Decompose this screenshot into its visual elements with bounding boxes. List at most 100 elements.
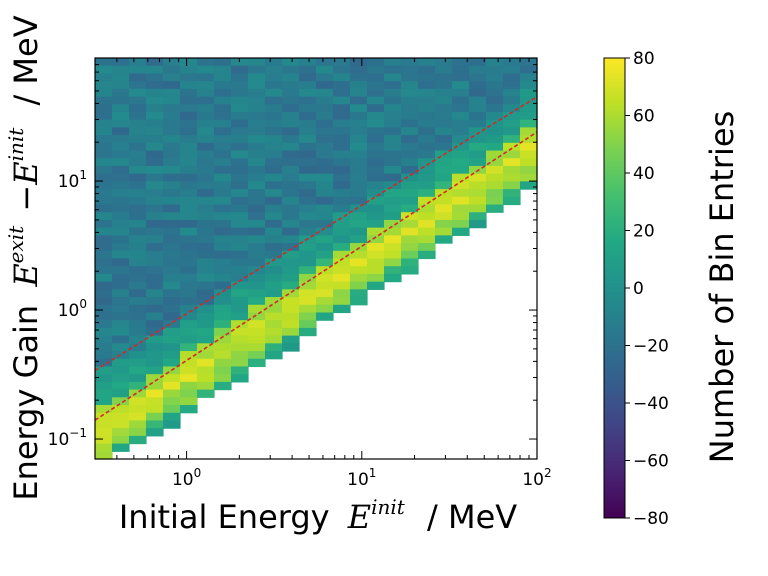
heatmap-cell xyxy=(248,304,266,314)
heatmap-cell xyxy=(367,158,385,167)
heatmap-cell xyxy=(129,351,147,360)
heatmap-cell xyxy=(95,451,113,460)
heatmap-cell xyxy=(214,312,232,321)
heatmap-cell xyxy=(180,212,198,221)
heatmap-cell xyxy=(112,281,130,290)
heatmap-cell xyxy=(180,127,198,136)
heatmap-cell xyxy=(486,73,504,82)
heatmap-cell xyxy=(401,81,419,90)
heatmap-cell xyxy=(95,58,113,67)
heatmap-cell xyxy=(316,289,334,298)
heatmap-cell xyxy=(384,273,402,283)
heatmap-cell xyxy=(214,189,232,198)
heatmap-cell xyxy=(180,58,198,67)
heatmap-cell xyxy=(231,150,249,159)
heatmap-cell xyxy=(282,73,300,82)
heatmap-cell xyxy=(265,111,283,121)
heatmap-cell xyxy=(146,58,164,67)
heatmap-cell xyxy=(214,358,232,368)
heatmap-cell xyxy=(197,235,215,244)
heatmap-cell xyxy=(129,243,147,252)
heatmap-cell xyxy=(129,428,147,437)
heatmap-cell xyxy=(248,58,266,67)
heatmap-cell xyxy=(95,111,113,121)
heatmap-cell xyxy=(163,273,181,283)
heatmap-cell xyxy=(214,219,232,229)
heatmap-cell xyxy=(248,73,266,82)
heatmap-cell xyxy=(486,111,504,121)
heatmap-cell xyxy=(384,235,402,244)
heatmap-cell xyxy=(401,243,419,252)
heatmap-cell xyxy=(95,189,113,198)
heatmap-cell xyxy=(163,381,181,391)
heatmap-cell xyxy=(180,173,198,182)
y-axis-title-superscript2: init xyxy=(4,127,28,162)
x-axis-title-unit: / MeV xyxy=(427,498,517,536)
heatmap-cell xyxy=(299,150,317,159)
heatmap-cell xyxy=(333,158,351,167)
heatmap-cell xyxy=(350,281,368,290)
colorbar-tick-label: 60 xyxy=(633,107,655,127)
heatmap-cell xyxy=(248,358,266,368)
heatmap-cell xyxy=(129,96,147,105)
colorbar-tick-label: −20 xyxy=(633,337,669,357)
heatmap-cell xyxy=(112,366,130,375)
heatmap-cell xyxy=(214,320,232,329)
heatmap-cell xyxy=(316,219,334,229)
heatmap-cell xyxy=(146,173,164,182)
heatmap-cell xyxy=(299,304,317,314)
heatmap-cell xyxy=(265,212,283,221)
heatmap-cell xyxy=(163,165,181,175)
heatmap-cell xyxy=(129,358,147,368)
heatmap-cell xyxy=(214,181,232,190)
heatmap-cell xyxy=(112,381,130,391)
heatmap-cell xyxy=(265,327,283,337)
heatmap-cell xyxy=(214,273,232,283)
heatmap-cell xyxy=(180,374,198,383)
heatmap-cell xyxy=(163,227,181,236)
heatmap-cell xyxy=(231,135,249,144)
heatmap-cell xyxy=(197,258,215,267)
heatmap-cell xyxy=(197,304,215,314)
heatmap-cell xyxy=(418,81,436,90)
heatmap-cell xyxy=(384,173,402,182)
heatmap-cell xyxy=(282,273,300,283)
heatmap-cell xyxy=(520,65,538,75)
heatmap-cell xyxy=(503,196,521,206)
heatmap-cell xyxy=(333,289,351,298)
heatmap-cell xyxy=(265,165,283,175)
heatmap-cell xyxy=(401,135,419,144)
heatmap-cell xyxy=(214,88,232,98)
heatmap-cell xyxy=(299,289,317,298)
heatmap-cell xyxy=(231,219,249,229)
heatmap-cell xyxy=(333,227,351,236)
heatmap-cell xyxy=(231,58,249,67)
y-axis-title-minus: − xyxy=(7,185,45,212)
heatmap-cell xyxy=(163,235,181,244)
heatmap-cell xyxy=(486,165,504,175)
heatmap-cell xyxy=(350,73,368,82)
heatmap-cell xyxy=(282,58,300,67)
heatmap-cell xyxy=(503,189,521,198)
heatmap-cell xyxy=(180,96,198,105)
heatmap-cell xyxy=(146,304,164,314)
heatmap-cell xyxy=(231,196,249,206)
heatmap-cell xyxy=(503,173,521,182)
heatmap-cell xyxy=(180,150,198,159)
heatmap-cell xyxy=(384,135,402,144)
heatmap-cell xyxy=(214,104,232,113)
heatmap-cell xyxy=(401,227,419,236)
heatmap-cell xyxy=(146,273,164,283)
heatmap-cell xyxy=(452,135,470,144)
heatmap-cell xyxy=(350,96,368,105)
heatmap-cell xyxy=(214,343,232,352)
heatmap-cell xyxy=(333,243,351,252)
heatmap-cell xyxy=(316,297,334,306)
heatmap-cell xyxy=(231,327,249,337)
heatmap-cell xyxy=(282,289,300,298)
heatmap-cell xyxy=(248,96,266,105)
heatmap-cell xyxy=(435,165,453,175)
y-axis-title-prefix: Energy Gain xyxy=(7,305,45,501)
heatmap-cell xyxy=(299,127,317,136)
heatmap-cell xyxy=(95,127,113,136)
